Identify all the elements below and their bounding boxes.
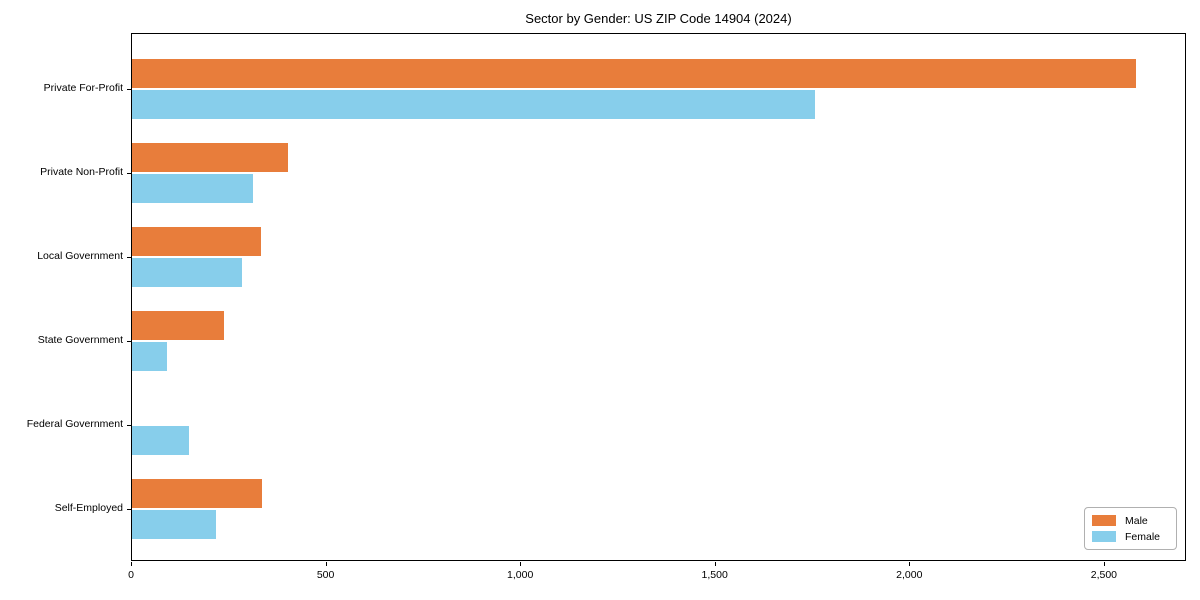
bar-male-state-government <box>132 311 225 340</box>
x-tick-mark <box>909 562 911 566</box>
chart-title: Sector by Gender: US ZIP Code 14904 (202… <box>525 11 792 26</box>
bar-female-private-for-profit <box>132 90 815 119</box>
x-tick-label-500: 500 <box>316 569 335 581</box>
bar-male-local-government <box>132 227 261 256</box>
y-axis-label-private-non-profit: Private Non-Profit <box>40 166 123 178</box>
x-tick-mark <box>325 562 327 566</box>
y-axis-label-self-employed: Self-Employed <box>54 502 123 514</box>
x-tick-mark <box>520 562 522 566</box>
y-tick-mark <box>127 257 131 258</box>
bar-male-private-for-profit <box>132 59 1136 88</box>
x-tick-label-1-500: 1,500 <box>701 569 728 581</box>
legend-item-female: Female <box>1092 530 1168 543</box>
bar-female-local-government <box>132 258 242 287</box>
legend-swatch-male-icon <box>1092 515 1116 526</box>
x-axis: 0 500 1,000 1,500 2,000 2,500 <box>128 561 1186 591</box>
y-axis-label-local-government: Local Government <box>37 250 123 262</box>
plot-area <box>127 33 1186 561</box>
legend-swatch-female-icon <box>1092 531 1116 542</box>
y-axis-labels: Private For-Profit Private Non-Profit Loca… <box>0 33 123 561</box>
bar-male-private-non-profit <box>132 143 288 172</box>
legend: Male Female <box>1084 507 1177 550</box>
y-tick-mark <box>127 89 131 90</box>
x-tick-label-0: 0 <box>128 569 134 581</box>
y-axis-label-federal-government: Federal Government <box>26 418 123 430</box>
y-axis-label-state-government: State Government <box>37 334 123 346</box>
bar-female-self-employed <box>132 510 217 539</box>
bar-male-self-employed <box>132 479 262 508</box>
legend-item-male: Male <box>1092 514 1168 527</box>
legend-label-female: Female <box>1125 530 1161 543</box>
y-tick-mark <box>127 173 131 174</box>
x-tick-mark <box>131 562 132 566</box>
x-tick-mark <box>1103 562 1105 566</box>
legend-label-male: Male <box>1125 514 1148 527</box>
bar-female-federal-government <box>132 426 190 455</box>
y-tick-mark <box>127 341 131 342</box>
x-tick-label-1-000: 1,000 <box>507 569 534 581</box>
x-tick-label-2-500: 2,500 <box>1090 569 1118 581</box>
bar-female-private-non-profit <box>132 174 254 203</box>
bar-female-state-government <box>132 342 167 371</box>
y-tick-mark <box>127 425 131 426</box>
y-axis-label-private-for-profit: Private For-Profit <box>43 82 123 94</box>
y-tick-mark <box>127 509 131 510</box>
x-tick-mark <box>714 562 716 566</box>
x-tick-label-2-000: 2,000 <box>896 569 923 581</box>
